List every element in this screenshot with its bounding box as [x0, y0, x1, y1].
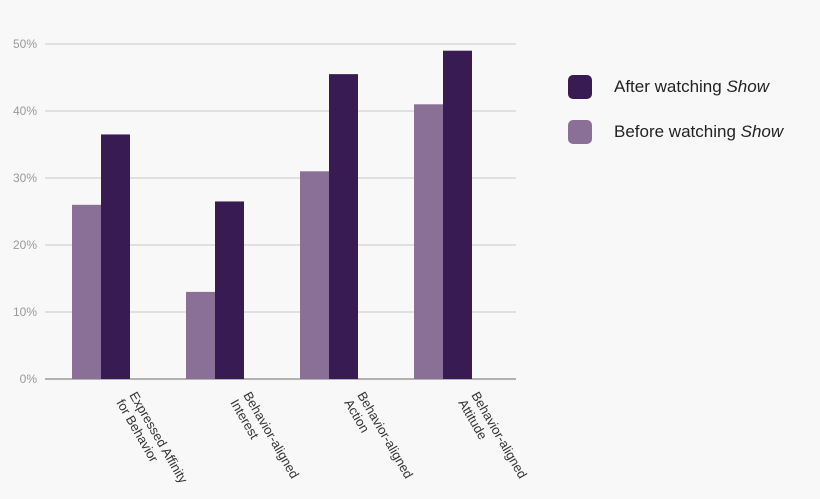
bar-after-3: [443, 50, 472, 379]
x-category-label-3: Behavior-alignedAttitude: [455, 389, 530, 489]
y-tick-label-40: 40%: [13, 104, 37, 118]
legend-swatch-before: [568, 120, 592, 144]
y-tick-label-20: 20%: [13, 238, 37, 252]
x-category-label-2-line-0: Behavior-aligned: [354, 389, 416, 481]
y-tick-label-10: 10%: [13, 305, 37, 319]
legend-label-before: Before watching Show: [614, 122, 784, 141]
legend-label-after: After watching Show: [614, 77, 769, 96]
bar-before-0: [72, 204, 101, 379]
legend-swatch-after: [568, 75, 592, 99]
bar-after-2: [329, 74, 358, 380]
y-tick-label-50: 50%: [13, 37, 37, 51]
legend-item-after: After watching Show: [568, 72, 783, 102]
x-category-label-1: Behavior-alignedInterest: [227, 389, 302, 489]
bar-before-1: [186, 291, 215, 379]
y-tick-label-0: 0%: [20, 372, 38, 386]
x-category-label-0: Expressed Affinityfor Behavior: [113, 389, 191, 494]
bar-before-3: [414, 104, 443, 380]
legend-item-before: Before watching Show: [568, 117, 783, 147]
bar-after-1: [215, 201, 244, 379]
bar-after-0: [101, 134, 130, 379]
bar-before-2: [300, 171, 329, 379]
x-category-label-2: Behavior-alignedAction: [341, 389, 416, 489]
legend: After watching Show Before watching Show: [568, 72, 783, 162]
y-tick-label-30: 30%: [13, 171, 37, 185]
